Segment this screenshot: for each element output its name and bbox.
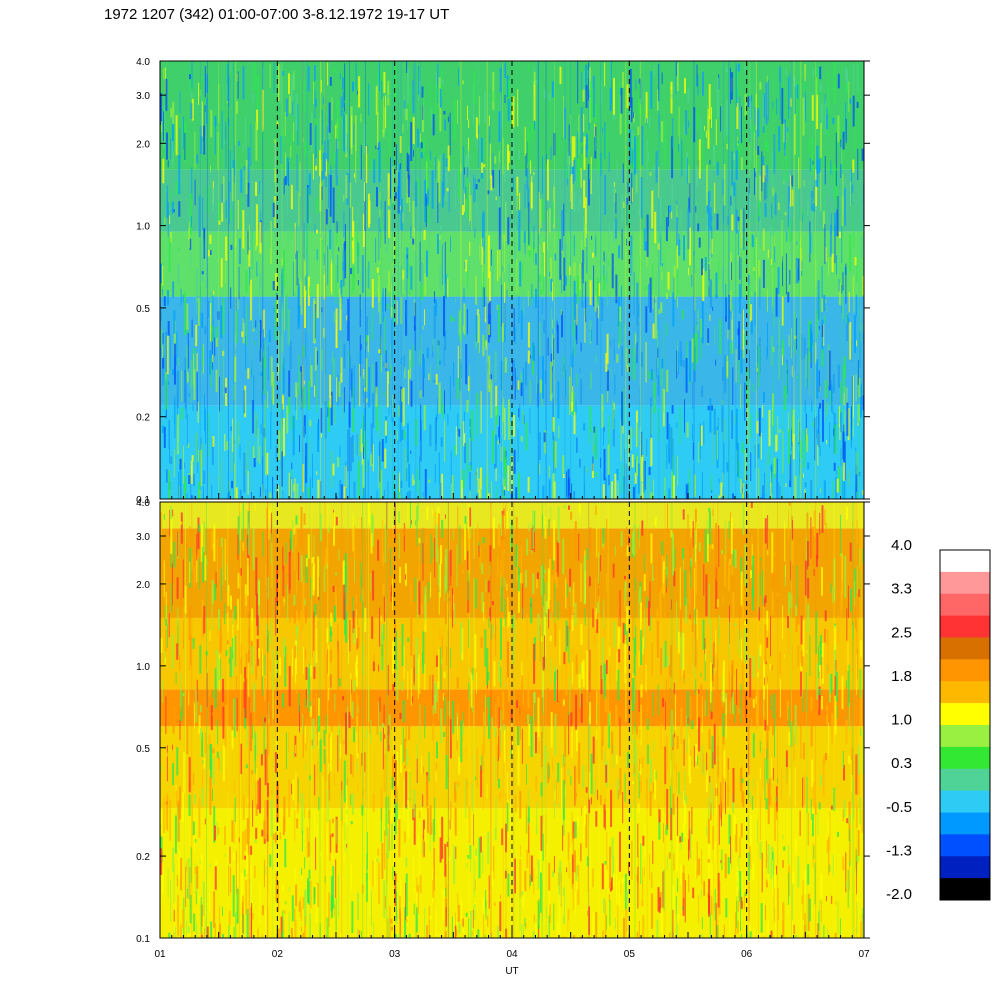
colorbar-swatch [940,768,990,792]
colorbar: 4.0 3.3 2.5 1.8 1.0 0.3 -0.5 -1.3 -2.0 [886,537,991,903]
colorbar-swatch [940,834,990,857]
x-tick-label: 01 [154,949,166,960]
colorbar-label: 3.3 [891,581,912,598]
y-tick-label: 2.0 [136,580,150,591]
colorbar-label: -2.0 [886,886,912,903]
colorbar-swatch [940,703,990,726]
colorbar-label: -1.3 [886,842,912,859]
y-tick-label: 4.0 [136,57,150,68]
colorbar-swatch [940,790,990,813]
colorbar-label: 2.5 [891,624,912,641]
y-tick-label: 0.1 [136,934,150,945]
y-tick-label: 3.0 [136,532,150,543]
colorbar-swatch [940,659,990,682]
colorbar-swatch [940,637,990,660]
y-tick-label: 2.0 [136,139,150,150]
colorbar-label: 0.3 [891,755,912,772]
colorbar-label: -0.5 [886,799,912,816]
colorbar-swatch [940,593,990,617]
x-tick-label: 05 [624,949,636,960]
heatmap-texture [160,502,864,938]
x-tick-label: 03 [389,949,401,960]
y-tick-label: 1.0 [136,222,150,233]
x-tick-label: 06 [741,949,753,960]
y-tick-label: 0.2 [136,413,150,424]
y-tick-label: 3.0 [136,91,150,102]
colorbar-swatch [940,550,990,573]
colorbar-swatch [940,725,990,748]
y-tick-label: 0.5 [136,304,150,315]
y-tick-label: 4.0 [136,498,150,509]
x-tick-label: 02 [272,949,284,960]
upper-panel: 0.1 0.2 0.5 1.0 2.0 3.0 4.0 [136,57,870,506]
heatmap-area [160,502,864,938]
colorbar-label: 1.8 [891,668,912,685]
colorbar-label: 1.0 [891,712,912,729]
colorbar-swatch [940,571,990,595]
y-tick-label: 0.5 [136,744,150,755]
x-tick-label: 07 [858,949,870,960]
colorbar-swatch [940,681,990,704]
y-tick-label: 0.1 [136,495,150,506]
x-axis: 01 02 03 04 05 06 07 UT [154,949,870,977]
x-tick-label: 04 [506,949,518,960]
colorbar-label: 4.0 [891,537,912,554]
y-tick-label: 0.2 [136,852,150,863]
lower-panel: 0.1 0.2 0.5 1.0 2.0 3.0 4.0 [136,498,870,945]
x-axis-label: UT [505,966,518,977]
colorbar-swatch [940,615,990,638]
colorbar-swatch [940,856,990,879]
heatmap-texture [160,61,864,499]
heatmap-area [160,61,864,499]
colorbar-swatch [940,812,990,835]
y-tick-label: 1.0 [136,662,150,673]
colorbar-swatch [940,878,990,901]
colorbar-swatch [940,746,990,770]
chart-title: 1972 1207 (342) 01:00-07:00 3-8.12.1972 … [104,6,450,23]
